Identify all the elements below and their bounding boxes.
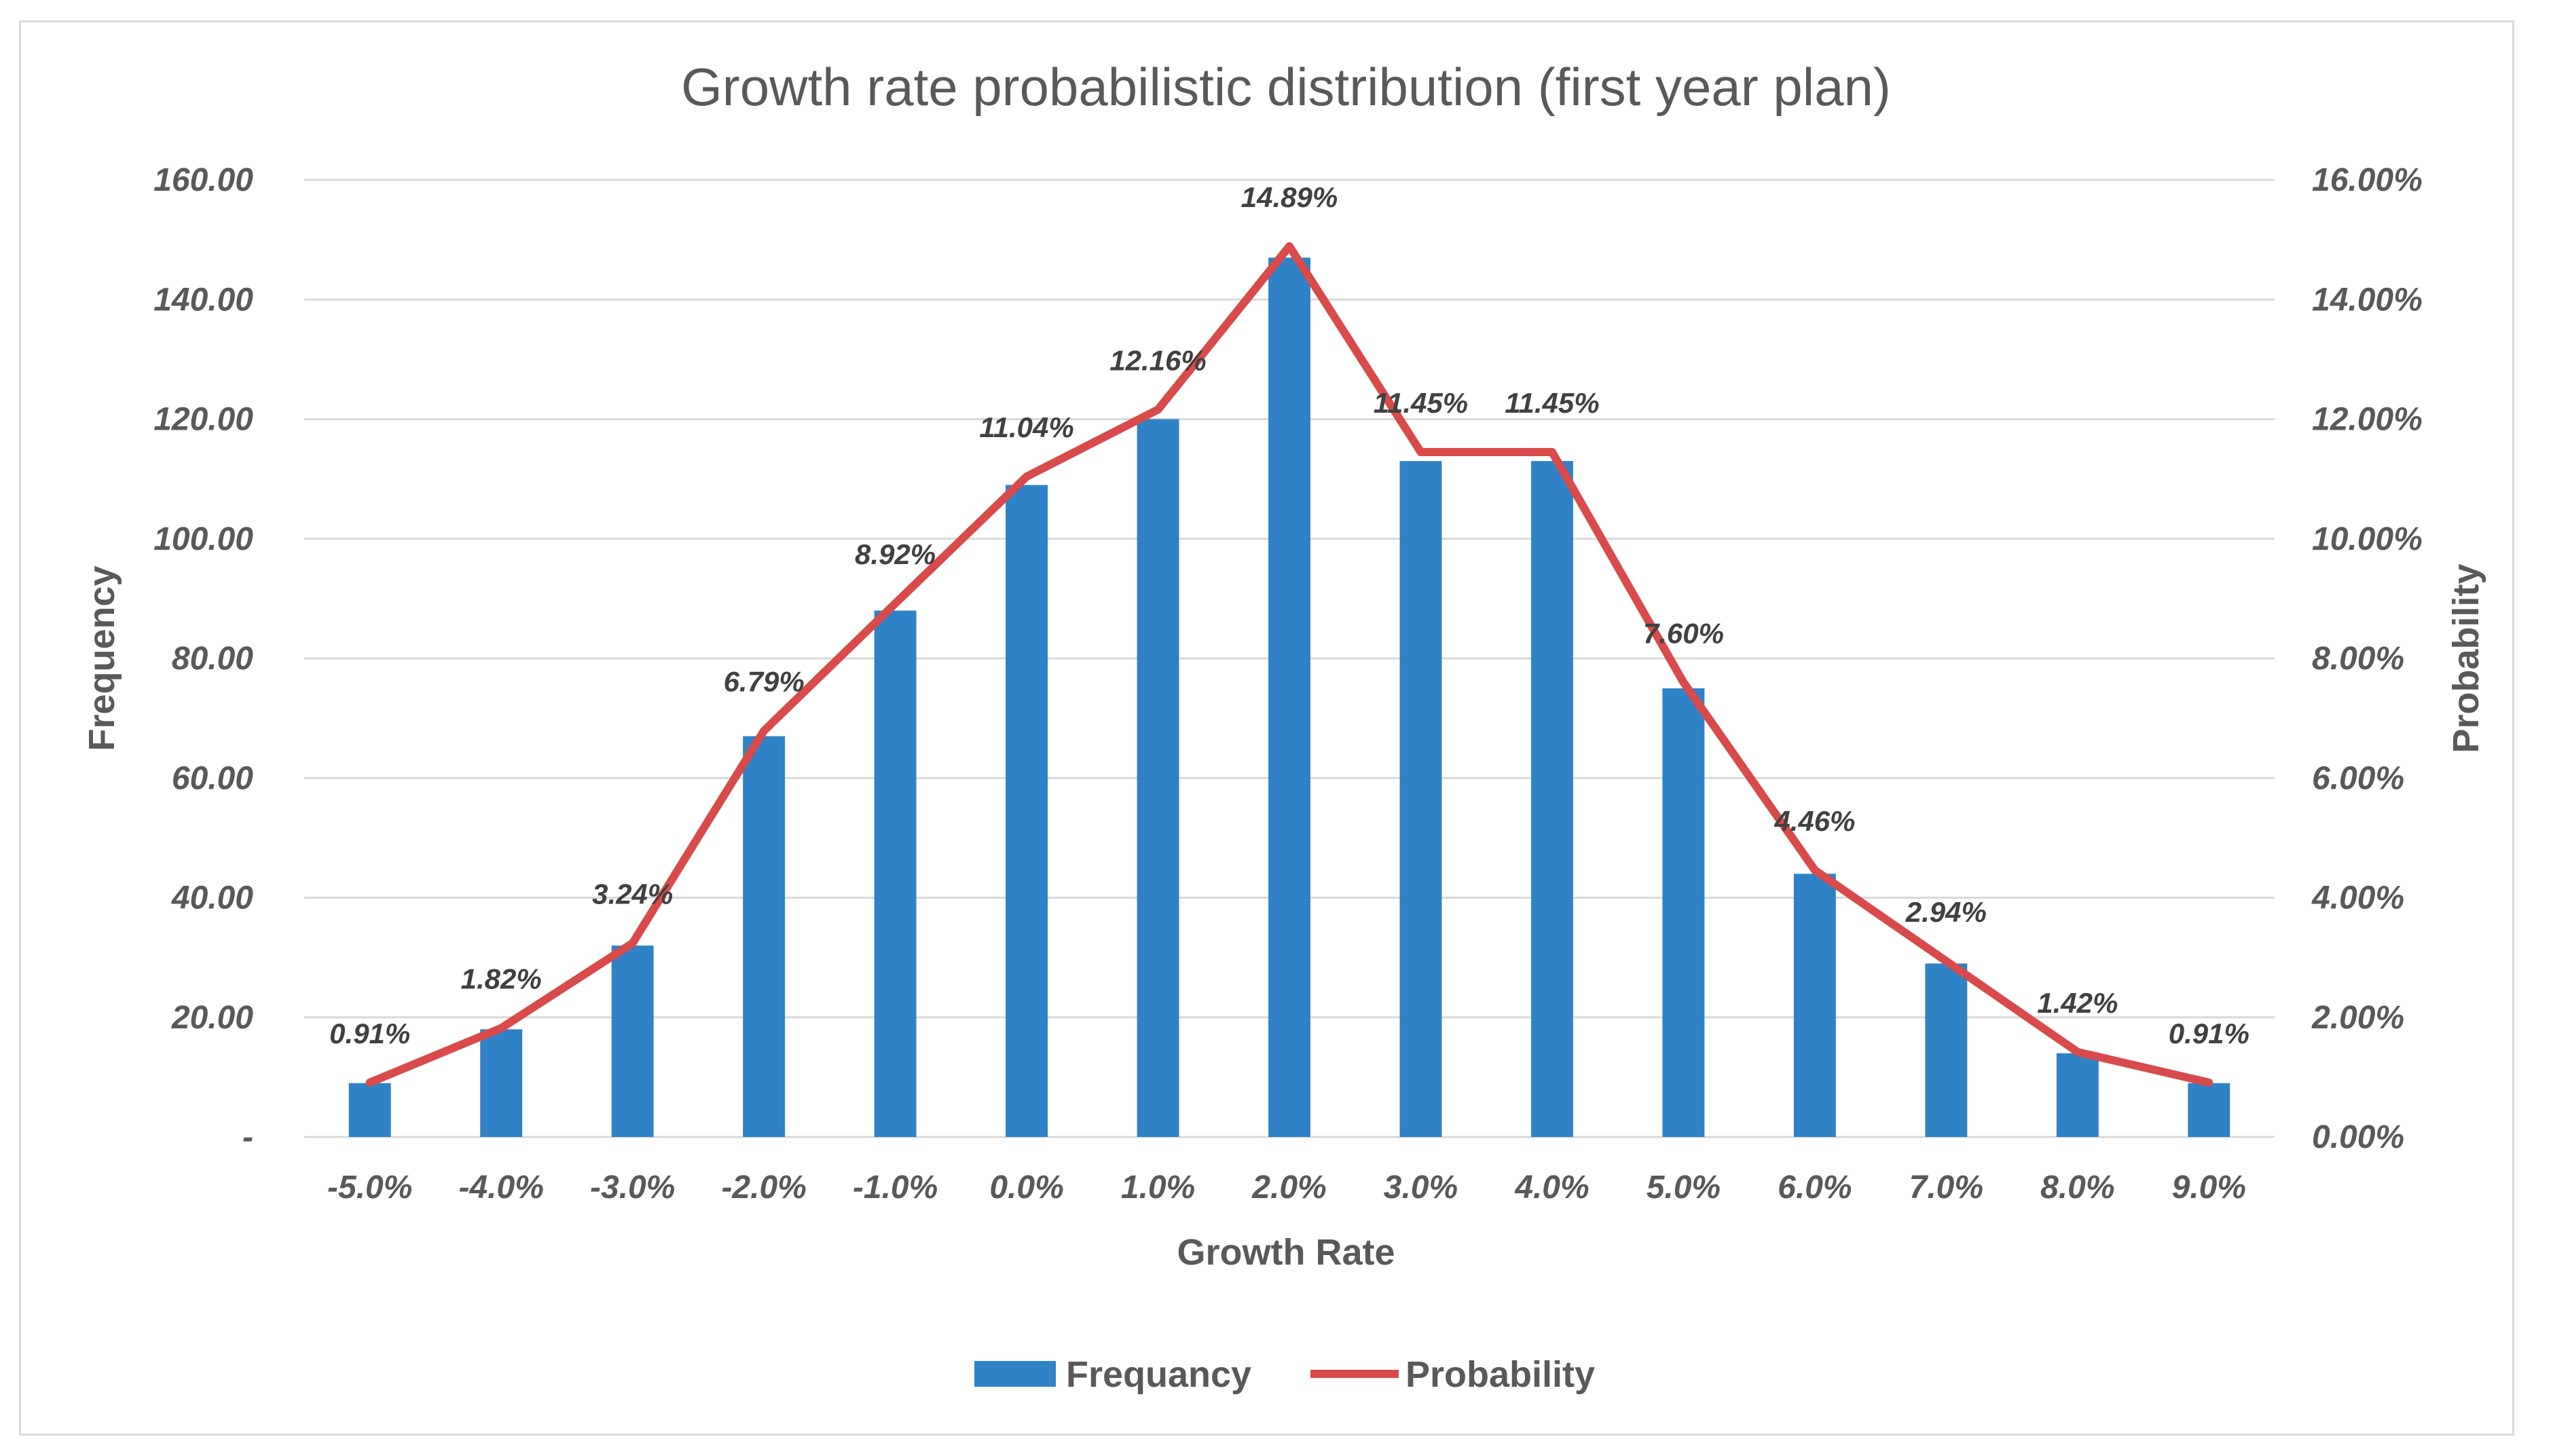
data-label: 0.91% [2169,1018,2249,1049]
bar [480,1029,523,1137]
data-label: 6.79% [724,666,805,698]
y-axis-right: 0.00% 2.00% 4.00% 6.00% 8.00% 10.00% 12.00% 14.… [2311,162,2423,1155]
y2-tick-label: 4.00% [2311,880,2404,916]
bar [2056,1053,2099,1137]
x-tick-label: -3.0% [590,1170,675,1206]
bar [1137,419,1179,1137]
bar [874,610,917,1137]
x-tick-label: 4.0% [1514,1170,1589,1206]
bar [348,1083,391,1137]
line-series [365,242,2213,1087]
data-label: 11.45% [1374,387,1468,419]
x-tick-label: -5.0% [327,1170,412,1206]
x-tick-label: -4.0% [459,1170,544,1206]
y-tick-label: 40.00 [171,880,253,916]
legend-label: Frequancy [1066,1354,1251,1395]
y2-tick-label: 8.00% [2312,641,2404,677]
x-tick-label: 5.0% [1647,1170,1721,1206]
data-label: 11.45% [1505,387,1599,419]
data-label: 12.16% [1109,344,1206,376]
bar [1925,963,1968,1137]
data-label: 1.42% [2037,987,2118,1019]
x-tick-label: 3.0% [1384,1170,1458,1206]
x-tick-label: -1.0% [853,1170,938,1206]
x-tick-label: 0.0% [989,1170,1063,1206]
x-tick-label: 1.0% [1121,1170,1195,1206]
x-axis: -5.0% -4.0% -3.0% -2.0% -1.0% 0.0% 1.0% 2.0% 3.0… [327,1170,2246,1206]
data-labels: 0.91% 1.82% 3.24% 6.79% 8.92% 11.04% 12.16% 14.… [329,181,2249,1049]
x-axis-title: Growth Rate [1177,1232,1395,1273]
legend: Frequancy Probability [974,1354,1595,1395]
data-label: 7.60% [1643,617,1724,649]
data-label: 11.04% [979,411,1073,443]
x-tick-label: 2.0% [1251,1170,1326,1206]
legend-label: Probability [1406,1354,1595,1395]
bar [743,736,786,1137]
y-tick-label: 20.00 [171,1000,253,1036]
y-tick-label: 60.00 [172,760,253,796]
bar [1006,485,1048,1137]
bar-series [348,257,2230,1137]
y2-axis-title: Probability [2446,563,2486,753]
chart-frame [19,20,2514,1436]
x-tick-label: 6.0% [1778,1170,1852,1206]
x-tick-label: 8.0% [2040,1170,2114,1206]
data-label: 2.94% [1905,896,1987,928]
data-label: 1.82% [461,963,542,995]
data-label: 8.92% [855,538,936,570]
y-tick-label: 140.00 [153,282,253,318]
x-tick-label: 9.0% [2172,1170,2246,1206]
y-tick-label: 120.00 [153,402,253,438]
data-label: 3.24% [592,878,673,910]
y2-tick-label: 12.00% [2312,402,2423,438]
y2-tick-label: 16.00% [2312,162,2423,198]
bar [1530,461,1573,1137]
x-tick-label: -2.0% [721,1170,806,1206]
chart-title: Growth rate probabilistic distribution (… [681,57,1891,117]
y-tick-label: 80.00 [172,641,253,677]
y-tick-label: 100.00 [153,521,253,557]
x-tick-label: 7.0% [1909,1170,1983,1206]
data-label: 4.46% [1774,805,1855,837]
bar [1793,874,1836,1137]
y-axis-left: - 20.00 40.00 60.00 80.00 100.00 120.00 140.00 1… [153,162,253,1155]
bar [1268,257,1310,1137]
bar [2188,1083,2230,1137]
probability-line [365,242,2213,1087]
y-tick-label: 160.00 [153,162,253,198]
y-axis-title: Frequency [81,565,122,751]
y-tick-label: - [242,1119,253,1155]
bar [1662,688,1705,1137]
data-label: 0.91% [329,1018,410,1049]
y2-tick-label: 0.00% [2312,1119,2404,1155]
y2-tick-label: 10.00% [2312,521,2423,557]
bar [611,946,654,1137]
data-label: 14.89% [1241,181,1338,213]
bar [1399,461,1442,1137]
y2-tick-label: 6.00% [2312,760,2404,796]
legend-swatch-bar [974,1361,1056,1387]
y2-tick-label: 14.00% [2312,282,2423,318]
y2-tick-label: 2.00% [2311,1000,2404,1036]
